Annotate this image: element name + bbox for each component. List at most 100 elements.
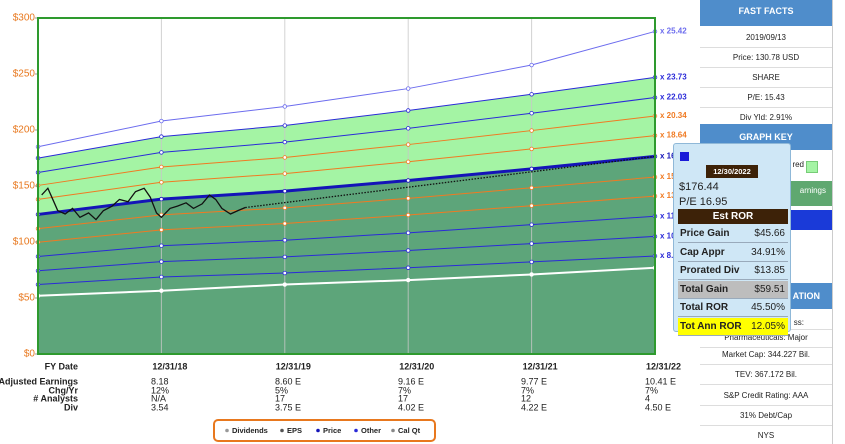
line-point: [159, 150, 164, 155]
tip-row: Prorated Div $13.85: [678, 262, 788, 280]
line-point: [159, 274, 164, 280]
cell: 4.50 E: [645, 402, 671, 412]
legend-icon: [391, 428, 395, 433]
fact-row: P/E: 15.43: [700, 88, 832, 108]
pe-line: [37, 115, 656, 186]
legend-label: Dividends: [232, 426, 268, 435]
pe-line: [37, 76, 656, 159]
cell: 17: [398, 393, 408, 403]
x-tick-label: 12/31/19: [276, 361, 311, 371]
cell: 8.18: [151, 376, 169, 386]
tip-row: Price Gain $45.66: [678, 225, 788, 243]
line-point: [529, 185, 534, 190]
plot-border: [37, 17, 656, 355]
x-tick-label: 12/31/22: [646, 361, 681, 371]
tip-label: Price Gain: [680, 228, 730, 239]
chart: 12/31/18 12/31/19 12/31/20 12/31/21 12/31/22…: [0, 13, 687, 442]
tip-pe: P/E 16.95: [679, 196, 728, 208]
pe-line: [37, 255, 656, 286]
tip-label: Tot Ann ROR: [680, 320, 742, 332]
line-point: [406, 277, 411, 283]
line-point: [529, 146, 534, 152]
key-swatch: [806, 161, 818, 173]
legend-item[interactable]: Cal Qt: [391, 426, 421, 435]
tip-label: Cap Appr: [680, 246, 725, 258]
line-point: [406, 248, 411, 253]
line-point: [529, 259, 534, 265]
legend-icon: [354, 428, 358, 433]
info-row: TEV: 367.172 Bil.: [700, 367, 832, 385]
legend-label: EPS: [287, 426, 302, 435]
line-point: [529, 203, 534, 208]
line-point: [529, 241, 534, 246]
legend-item[interactable]: Price: [316, 426, 341, 435]
line-point: [159, 243, 164, 248]
tip-value: 12.05%: [751, 320, 785, 332]
price-line: [41, 187, 246, 221]
cell: 4.02 E: [398, 402, 424, 412]
y-tick-label: $200: [13, 125, 36, 136]
cell: 12%: [151, 385, 169, 395]
pe-line: [37, 235, 656, 272]
legend-box: [213, 419, 436, 442]
line-point: [406, 212, 411, 218]
line-point: [282, 188, 287, 194]
tip-value: $59.51: [754, 283, 785, 295]
info-row: S&P Credit Rating: AAA: [700, 388, 832, 406]
y-tick-label: $300: [13, 13, 36, 24]
tip-price: $176.44: [679, 181, 719, 193]
y-tick-label: $150: [13, 181, 36, 192]
info-row: 31% Debt/Cap: [700, 408, 832, 426]
line-point: [529, 222, 534, 227]
line-point: [282, 104, 287, 109]
pe-label: x 22.03: [660, 93, 687, 102]
cell: 7%: [398, 385, 411, 395]
line-point: [529, 128, 534, 133]
y-tick-label: $100: [13, 237, 36, 248]
key-row: red: [792, 160, 804, 169]
cell: 7%: [521, 385, 534, 395]
y-tick-label: $250: [13, 69, 36, 80]
line-point: [406, 230, 411, 236]
row-label: Adjusted Earnings: [0, 376, 78, 386]
line-point: [406, 159, 411, 165]
pe-label: x 8.47: [660, 251, 683, 260]
legend-icon: [316, 428, 320, 433]
tip-value: 34.91%: [751, 246, 785, 258]
band-fill: [38, 156, 655, 354]
tip-header: Est ROR: [678, 209, 788, 224]
pe-line: [37, 97, 656, 173]
legend-icon: [225, 428, 229, 433]
tip-label: Total ROR: [680, 302, 729, 313]
legend-item[interactable]: Other: [354, 426, 381, 435]
section-header[interactable]: FAST FACTS: [700, 0, 832, 26]
legend-item[interactable]: Dividends: [225, 426, 268, 435]
cell: 3.75 E: [275, 402, 301, 412]
x-tick-label: 12/31/21: [523, 361, 558, 371]
tip-row: Total ROR 45.50%: [678, 299, 788, 317]
legend-label: Cal Qt: [398, 426, 421, 435]
info-row: Market Cap: 344.227 Bil.: [700, 347, 832, 365]
line-point: [282, 205, 287, 211]
cell: 5%: [275, 385, 288, 395]
line-point: [529, 62, 534, 68]
cell: 9.16 E: [398, 376, 424, 386]
info-row: Pharmaceuticals: Major: [700, 330, 832, 348]
cell: 10.41 E: [645, 376, 676, 386]
line-point: [159, 196, 164, 202]
y-tick-label: $0: [24, 349, 36, 360]
line-point: [406, 265, 411, 270]
cell: 17: [275, 393, 285, 403]
legend-label: Other: [361, 426, 381, 435]
row-label: Chg/Yr: [48, 385, 78, 395]
cell: 8.60 E: [275, 376, 301, 386]
tip-value: $45.66: [754, 228, 785, 239]
tip-row: Tot Ann ROR 12.05%: [678, 317, 788, 336]
pe-line: [37, 266, 656, 297]
tip-date: 12/30/2022: [706, 165, 758, 178]
pe-label: x 23.73: [660, 72, 687, 81]
fact-row: 2019/09/13: [700, 28, 832, 48]
legend-item[interactable]: EPS: [280, 426, 302, 435]
legend-icon: [280, 428, 284, 433]
